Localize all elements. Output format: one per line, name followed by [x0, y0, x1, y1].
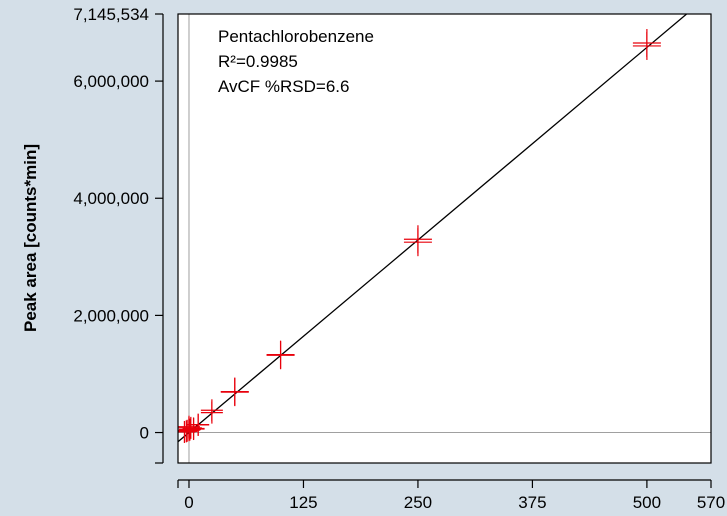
x-tick-label: 0 [184, 493, 193, 512]
plot-background [178, 14, 711, 463]
y-tick-label: 6,000,000 [73, 72, 149, 91]
data-point [187, 413, 210, 436]
fit-line-group [178, 14, 688, 443]
annotation-r-squared: R²=0.9985 [218, 52, 298, 71]
data-points [178, 29, 661, 443]
data-point [220, 378, 249, 407]
data-point [403, 228, 432, 257]
y-axis: 0 2,000,000 4,000,000 6,000,000 7,145,534 [73, 5, 164, 464]
annotation-compound: Pentachlorobenzene [218, 27, 374, 46]
annotation-box: Pentachlorobenzene R²=0.9985 AvCF %RSD=6… [218, 27, 374, 96]
x-tick-label: 250 [404, 493, 432, 512]
y-tick-label: 0 [140, 424, 149, 443]
data-point [266, 341, 295, 370]
x-tick-label: 570 [697, 493, 725, 512]
y-axis-title: Peak area [counts*min] [21, 144, 40, 332]
annotation-rsd: AvCF %RSD=6.6 [218, 77, 349, 96]
x-tick-label: 125 [289, 493, 317, 512]
fit-line [178, 14, 688, 443]
x-tick-label: 500 [633, 493, 661, 512]
plot-frame [177, 13, 712, 464]
data-point [182, 418, 205, 441]
data-point [632, 29, 661, 58]
x-axis: 0 125 250 375 500 570 [177, 479, 725, 512]
y-tick-label: 4,000,000 [73, 189, 149, 208]
y-tick-label: 2,000,000 [73, 306, 149, 325]
y-tick-label: 7,145,534 [73, 5, 149, 24]
x-tick-label: 375 [518, 493, 546, 512]
data-point [178, 415, 200, 438]
data-point [200, 399, 223, 422]
reference-lines [178, 14, 711, 463]
